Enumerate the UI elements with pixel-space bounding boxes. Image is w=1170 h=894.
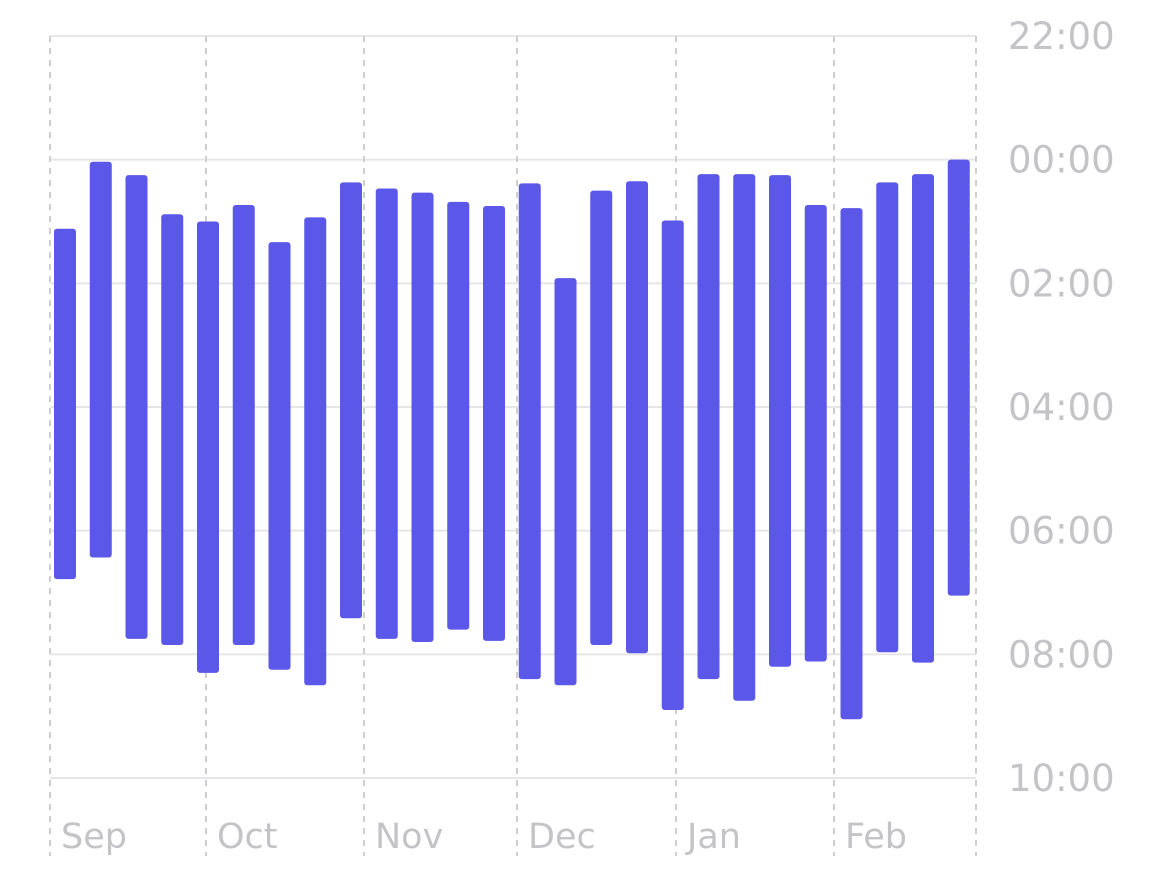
x-axis-labels: Sep Oct Nov Dec Jan Feb [61, 817, 907, 857]
sleep-bar-4 [161, 214, 184, 646]
sleep-bar-5 [197, 221, 219, 673]
y-tick-label: 00:00 [1008, 139, 1115, 182]
sleep-bar-12 [447, 201, 470, 630]
sleep-bar-1 [54, 228, 76, 580]
sleep-bar-2 [89, 161, 112, 558]
y-tick-label: 10:00 [1008, 757, 1115, 800]
y-tick-label: 22:00 [1008, 15, 1115, 58]
sleep-bar-14 [518, 183, 541, 680]
y-tick-label: 06:00 [1008, 510, 1115, 553]
sleep-bar-18 [661, 220, 684, 710]
sleep-bar-22 [804, 205, 827, 662]
sleep-bar-20 [733, 174, 756, 701]
sleep-bar-23 [840, 208, 863, 720]
sleep-bar-21 [769, 175, 791, 667]
y-tick-label: 08:00 [1008, 633, 1115, 676]
sleep-bar-7 [268, 242, 291, 670]
sleep-bar-10 [375, 188, 398, 639]
x-tick-label-sep: Sep [61, 817, 127, 857]
y-tick-label: 04:00 [1008, 386, 1115, 429]
sleep-bar-11 [411, 192, 434, 642]
sleep-bars [54, 159, 970, 720]
y-tick-label: 02:00 [1008, 262, 1115, 305]
sleep-bar-3 [125, 175, 148, 639]
x-tick-label-nov: Nov [375, 817, 443, 857]
x-tick-label-dec: Dec [528, 817, 596, 857]
sleep-bar-9 [340, 182, 362, 619]
sleep-bar-25 [912, 174, 934, 663]
horizontal-gridlines [50, 35, 976, 779]
sleep-bar-13 [483, 206, 505, 641]
sleep-bar-8 [304, 217, 327, 686]
sleep-bar-17 [626, 181, 648, 654]
sleep-bar-26 [947, 159, 970, 596]
sleep-bar-15 [554, 278, 577, 686]
y-axis-labels: 22:00 00:00 02:00 04:00 06:00 08:00 10:00 [1008, 15, 1115, 800]
x-tick-label-feb: Feb [845, 817, 907, 857]
sleep-bar-24 [876, 182, 899, 653]
x-tick-label-oct: Oct [217, 817, 278, 857]
sleep-bar-16 [590, 190, 613, 646]
sleep-bar-6 [232, 205, 255, 646]
sleep-bar-19 [697, 174, 720, 680]
x-tick-label-jan: Jan [685, 817, 741, 857]
